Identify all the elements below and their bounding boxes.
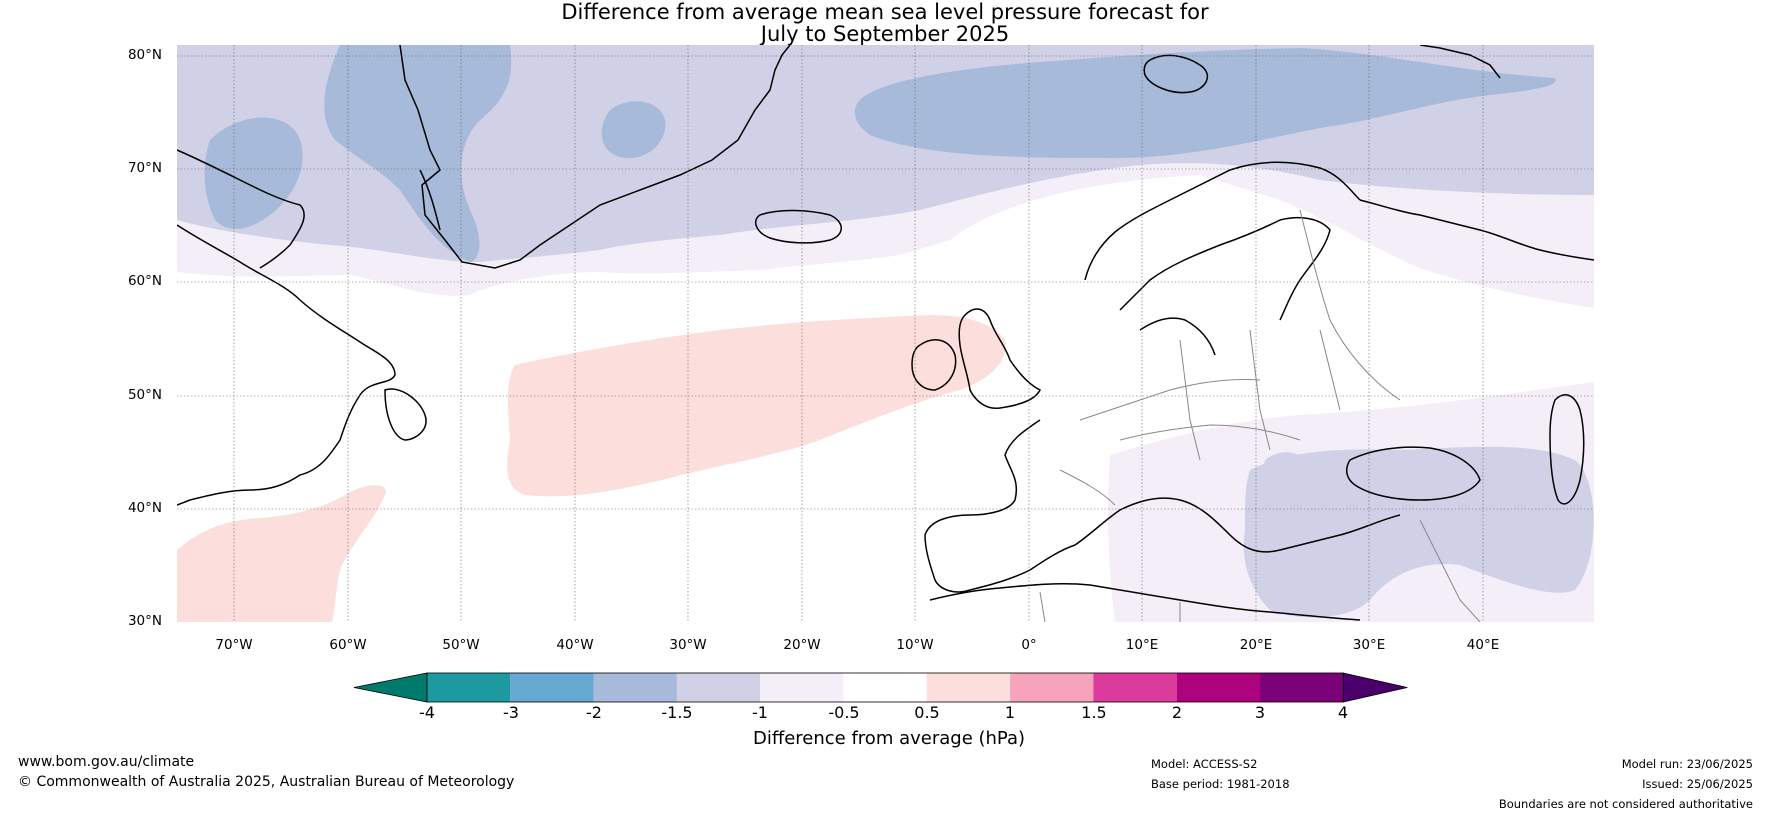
legend-swatch bbox=[926, 673, 1011, 702]
legend-tick: 3 bbox=[1254, 703, 1266, 722]
lat-label-60n: 60°N bbox=[127, 273, 162, 289]
legend-label: Difference from average (hPa) bbox=[752, 728, 1026, 749]
lon-label-10e: 10°E bbox=[1125, 637, 1159, 653]
coastline-baffin-island bbox=[177, 149, 305, 269]
anomaly-region-blue-iceland-sea bbox=[601, 101, 666, 159]
legend-tick: -1 bbox=[752, 703, 768, 722]
anomaly-region-blue-baffin bbox=[204, 117, 303, 230]
border-europe-4 bbox=[1249, 329, 1271, 451]
footer-model-run: Model run: 23/06/2025 bbox=[1621, 757, 1753, 771]
legend-tick: -3 bbox=[503, 703, 519, 722]
legend-swatch bbox=[1176, 673, 1260, 702]
lon-label-50w: 50°W bbox=[442, 637, 480, 653]
coastline-svalbard bbox=[1143, 54, 1209, 94]
lon-label-30e: 30°E bbox=[1352, 637, 1386, 653]
legend-arrow-below bbox=[353, 672, 428, 703]
anomaly-region-purple-mediterranean bbox=[1243, 446, 1594, 618]
legend-tick: 0.5 bbox=[914, 703, 940, 722]
map-gridlines bbox=[177, 45, 1594, 622]
coastline-greenland bbox=[399, 45, 791, 269]
lat-label-50n: 50°N bbox=[127, 387, 162, 403]
footer-base-period: Base period: 1981-2018 bbox=[1151, 777, 1290, 791]
legend-swatch bbox=[593, 673, 677, 702]
lat-label-80n: 80°N bbox=[127, 47, 162, 63]
legend-swatch bbox=[760, 673, 844, 702]
footer-disclaimer: Boundaries are not considered authoritat… bbox=[1498, 797, 1753, 811]
lon-label-20e: 20°E bbox=[1239, 637, 1273, 653]
legend-tick: 1.5 bbox=[1081, 703, 1107, 722]
legend-swatch bbox=[843, 673, 927, 702]
legend-tick: -4 bbox=[419, 703, 435, 722]
border-middle-east bbox=[1419, 519, 1481, 622]
lon-label-40w: 40°W bbox=[556, 637, 594, 653]
coastline-ireland bbox=[911, 339, 957, 391]
coastline-greenland-west-inner bbox=[419, 169, 441, 231]
legend-swatch bbox=[676, 673, 761, 702]
lon-label-40e: 40°E bbox=[1466, 637, 1500, 653]
border-russia bbox=[1299, 209, 1401, 401]
lat-label-40n: 40°N bbox=[127, 500, 162, 516]
coastline-labrador bbox=[177, 224, 396, 506]
coastline-baltic bbox=[1139, 317, 1216, 356]
lon-label-20w: 20°W bbox=[783, 637, 821, 653]
border-europe-1 bbox=[1079, 379, 1261, 421]
coastline-novaya-zemlya bbox=[1419, 45, 1501, 79]
legend-swatch bbox=[510, 673, 594, 702]
lon-label-60w: 60°W bbox=[329, 637, 367, 653]
footer-model: Model: ACCESS-S2 bbox=[1151, 757, 1258, 771]
anomaly-region-blue-labrador bbox=[324, 45, 512, 262]
lat-label-70n: 70°N bbox=[127, 160, 162, 176]
anomaly-region-purple-balkans bbox=[1263, 452, 1311, 495]
lon-label-30w: 30°W bbox=[669, 637, 707, 653]
coastline-mediterranean-north bbox=[1074, 497, 1401, 553]
map-title-line-1: Difference from average mean sea level p… bbox=[561, 0, 1209, 24]
coastline-newfoundland bbox=[384, 388, 427, 441]
coastline-caspian bbox=[1549, 394, 1585, 505]
coastline-great-britain bbox=[958, 308, 1042, 409]
coastline-iceland bbox=[754, 209, 842, 244]
legend-swatch bbox=[1260, 673, 1344, 702]
legend-tick: -2 bbox=[586, 703, 602, 722]
legend-tick: 1 bbox=[1004, 703, 1016, 722]
legend-swatch bbox=[1010, 673, 1094, 702]
map-title-line-2: July to September 2025 bbox=[760, 22, 1010, 46]
lon-label-70w: 70°W bbox=[215, 637, 253, 653]
coastline-black-sea bbox=[1345, 446, 1481, 501]
legend-tick: -0.5 bbox=[828, 703, 860, 722]
legend-tick: 2 bbox=[1171, 703, 1183, 722]
coastline-norway bbox=[1084, 161, 1361, 281]
legend-arrow-above bbox=[1342, 672, 1408, 703]
coastline-russia-north bbox=[1359, 199, 1594, 261]
anomaly-region-pink-subtropical bbox=[177, 485, 386, 622]
legend-tick: -1.5 bbox=[661, 703, 693, 722]
legend-tick: 4 bbox=[1337, 703, 1349, 722]
border-europe-3 bbox=[1179, 339, 1201, 461]
coastline-sweden-finland bbox=[1119, 217, 1331, 321]
footer-website: www.bom.gov.au/climate bbox=[18, 754, 195, 770]
border-europe-6 bbox=[1059, 469, 1116, 506]
anomaly-region-blue-greenland-sea bbox=[854, 48, 1556, 159]
coastline-france-iberia bbox=[924, 419, 1076, 593]
lon-label-0: 0° bbox=[1021, 637, 1037, 653]
footer-copyright: © Commonwealth of Australia 2025, Austra… bbox=[18, 774, 515, 790]
border-europe-5 bbox=[1319, 329, 1341, 411]
border-europe-2 bbox=[1119, 424, 1301, 441]
legend-border bbox=[426, 672, 1344, 703]
lat-label-30n: 30°N bbox=[127, 613, 162, 629]
anomaly-region-pink-north-atlantic bbox=[507, 315, 1006, 497]
border-africa bbox=[1039, 591, 1046, 622]
lon-label-10w: 10°W bbox=[896, 637, 934, 653]
footer-issued: Issued: 25/06/2025 bbox=[1642, 777, 1753, 791]
coastline-north-africa bbox=[929, 583, 1361, 621]
legend-swatch bbox=[1093, 673, 1177, 702]
legend-swatch bbox=[427, 673, 511, 702]
